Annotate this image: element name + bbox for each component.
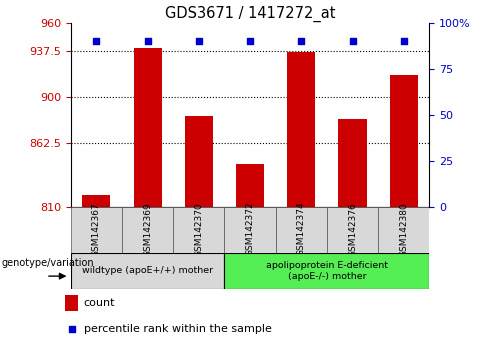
Point — [349, 39, 357, 44]
Bar — [185, 116, 213, 207]
Bar — [236, 164, 264, 207]
Text: GSM142380: GSM142380 — [399, 202, 408, 257]
Point — [68, 326, 76, 332]
Bar — [122, 207, 173, 253]
Bar — [327, 207, 378, 253]
Bar — [390, 75, 418, 207]
Bar — [173, 207, 224, 253]
Bar — [287, 52, 315, 207]
Text: genotype/variation: genotype/variation — [1, 258, 94, 268]
Text: count: count — [84, 298, 115, 308]
Bar — [71, 253, 224, 289]
Point — [144, 39, 152, 44]
Text: GSM142372: GSM142372 — [245, 202, 255, 257]
Point — [298, 39, 305, 44]
Point — [246, 39, 254, 44]
Point — [400, 39, 408, 44]
Text: percentile rank within the sample: percentile rank within the sample — [84, 324, 271, 334]
Bar — [134, 47, 162, 207]
Point — [195, 39, 203, 44]
Title: GDS3671 / 1417272_at: GDS3671 / 1417272_at — [165, 5, 335, 22]
Text: wildtype (apoE+/+) mother: wildtype (apoE+/+) mother — [82, 266, 213, 275]
Bar — [224, 253, 429, 289]
Text: GSM142369: GSM142369 — [143, 202, 152, 257]
Bar — [339, 119, 366, 207]
Bar — [82, 195, 110, 207]
Text: GSM142374: GSM142374 — [297, 202, 306, 257]
Text: GSM142367: GSM142367 — [92, 202, 101, 257]
Point — [93, 39, 101, 44]
Bar — [378, 207, 429, 253]
Bar — [224, 207, 276, 253]
Bar — [65, 295, 78, 311]
Bar — [71, 207, 122, 253]
Text: GSM142370: GSM142370 — [194, 202, 203, 257]
Text: GSM142376: GSM142376 — [348, 202, 357, 257]
Bar — [276, 207, 327, 253]
Text: apolipoprotein E-deficient
(apoE-/-) mother: apolipoprotein E-deficient (apoE-/-) mot… — [266, 261, 388, 280]
